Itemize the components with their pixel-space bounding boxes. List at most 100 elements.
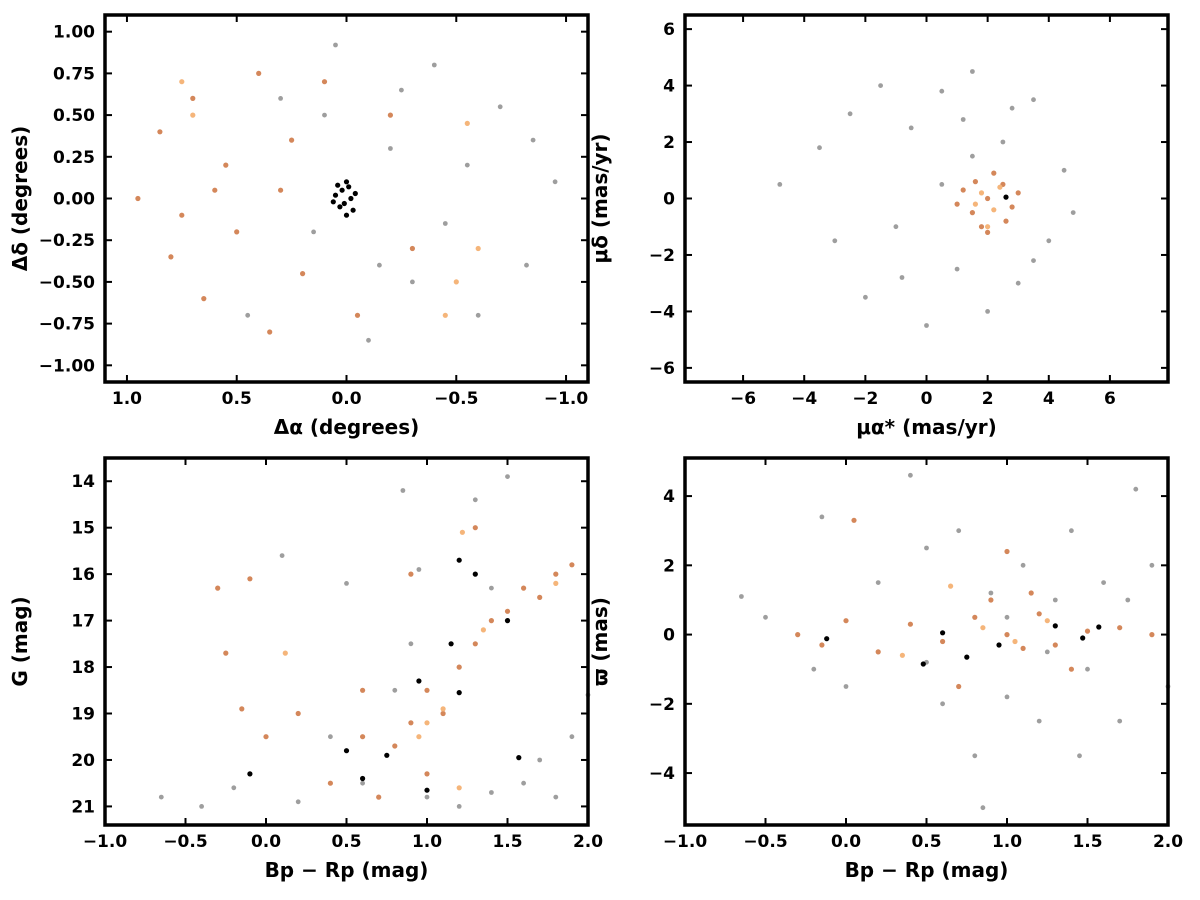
- point-member: [247, 576, 253, 582]
- point-field: [739, 594, 744, 599]
- point-member: [851, 517, 857, 523]
- point-field: [245, 312, 251, 318]
- y-tick-label: −2: [649, 695, 675, 715]
- point-member_light: [440, 706, 446, 712]
- y-axis-label: G (mag): [8, 596, 32, 686]
- point-field: [199, 804, 205, 809]
- point-member: [408, 571, 414, 577]
- point-field: [777, 182, 783, 187]
- point-core: [330, 199, 336, 205]
- point-field: [424, 794, 430, 800]
- point-field: [278, 96, 283, 101]
- point-member: [956, 683, 962, 690]
- point-core: [337, 204, 343, 210]
- x-tick-label: 1.5: [1072, 832, 1102, 852]
- y-tick-label: 21: [71, 797, 95, 817]
- point-member_light: [282, 650, 288, 656]
- point-member_light: [997, 184, 1003, 190]
- point-field: [442, 221, 448, 226]
- point-field: [158, 794, 164, 800]
- x-tick-label: 1.0: [992, 832, 1022, 852]
- point-field: [1085, 666, 1090, 672]
- x-tick-label: −6: [730, 389, 756, 409]
- point-field: [940, 701, 945, 707]
- series-field: [245, 42, 558, 343]
- series-member_light: [899, 583, 1050, 658]
- point-member: [440, 710, 446, 717]
- point-member: [875, 649, 881, 655]
- point-field: [763, 614, 768, 620]
- point-member: [321, 79, 328, 85]
- point-member: [223, 162, 229, 168]
- x-tick-label: 0: [921, 389, 933, 409]
- x-tick-label: 1.0: [112, 389, 142, 409]
- y-tick-label: 20: [71, 751, 95, 771]
- y-tick-label: 4: [663, 487, 675, 507]
- point-member: [354, 312, 361, 318]
- x-tick-label: 1.5: [492, 832, 522, 852]
- point-member: [819, 642, 825, 648]
- point-field: [475, 312, 481, 318]
- point-member_light: [1012, 638, 1018, 645]
- point-member_light: [991, 207, 997, 213]
- series-member: [135, 70, 415, 335]
- x-axis-label: Δα (degrees): [274, 415, 420, 439]
- series-member_light: [282, 529, 559, 791]
- point-field: [344, 581, 349, 586]
- point-member: [1028, 590, 1034, 596]
- point-member: [201, 296, 207, 302]
- point-member: [1084, 628, 1091, 634]
- point-member: [212, 187, 218, 193]
- x-tick-label: −1.0: [663, 832, 708, 852]
- point-field: [817, 145, 822, 151]
- x-tick-label: −4: [791, 389, 817, 409]
- point-member: [392, 743, 398, 749]
- point-member: [940, 638, 946, 645]
- point-field: [416, 567, 422, 572]
- point-member: [360, 734, 366, 740]
- point-member: [954, 201, 960, 207]
- point-field: [878, 83, 883, 88]
- series-member: [215, 525, 575, 800]
- point-member: [295, 710, 301, 717]
- point-field: [893, 224, 899, 230]
- point-field: [1036, 718, 1042, 724]
- point-core: [247, 771, 253, 777]
- plot-frame: [103, 13, 590, 384]
- point-field: [328, 734, 333, 740]
- point-field: [1149, 562, 1155, 568]
- point-member: [504, 608, 511, 614]
- point-core: [360, 775, 366, 782]
- point-member_light: [442, 312, 448, 318]
- x-tick-label: −1.0: [83, 832, 128, 852]
- point-core: [456, 557, 462, 563]
- point-member: [985, 229, 991, 235]
- x-axis-label: μα* (mas/yr): [856, 415, 997, 439]
- series-member: [795, 517, 1155, 690]
- point-field: [530, 137, 536, 143]
- point-member: [969, 210, 976, 216]
- x-tick-label: −1.0: [544, 389, 589, 409]
- point-core: [348, 195, 354, 202]
- point-field: [231, 785, 237, 791]
- point-field: [1069, 528, 1074, 534]
- point-field: [295, 799, 301, 805]
- plot-frame: [683, 456, 1170, 827]
- point-field: [970, 69, 975, 74]
- point-core: [346, 184, 352, 190]
- x-tick-label: 0.5: [331, 832, 361, 852]
- point-core: [448, 641, 454, 647]
- point-core: [964, 654, 970, 660]
- point-field: [939, 88, 945, 94]
- point-core: [350, 207, 356, 213]
- x-tick-label: 0.0: [251, 832, 281, 852]
- point-member_light: [190, 112, 196, 118]
- point-field: [1020, 562, 1026, 568]
- point-member: [972, 179, 979, 185]
- point-field: [832, 238, 838, 244]
- point-field: [819, 514, 825, 520]
- point-field: [1031, 258, 1036, 263]
- point-member: [456, 664, 462, 670]
- point-field: [847, 111, 853, 117]
- y-tick-label: 0.00: [53, 190, 95, 210]
